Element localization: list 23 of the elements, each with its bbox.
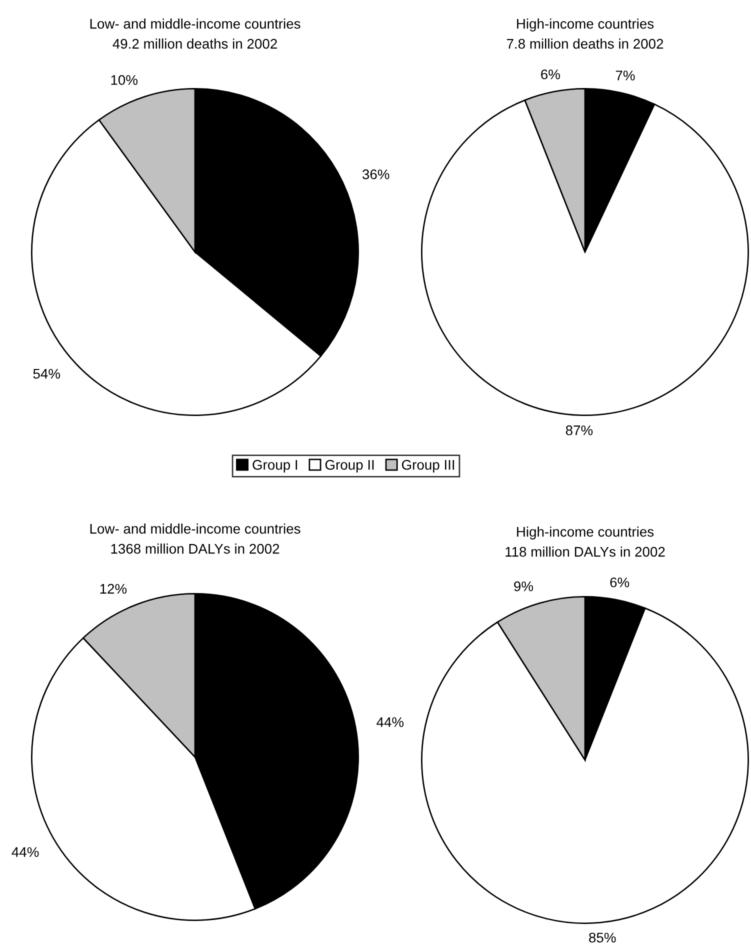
chart-title: Low- and middle-income countries [90, 18, 300, 29]
data-label: 44% [376, 717, 404, 728]
chart-title: Low- and middle-income countries [90, 524, 300, 534]
legend-label: Group I [252, 460, 298, 473]
data-label: 54% [33, 368, 60, 379]
chart-subtitle: 7.8 million deaths in 2002 [506, 38, 664, 49]
data-label: 10% [111, 75, 138, 85]
data-label: 7% [616, 70, 635, 80]
data-label: 85% [589, 932, 616, 943]
chart-subtitle: 49.2 million deaths in 2002 [112, 38, 277, 49]
data-label: 9% [514, 581, 534, 592]
data-label: 6% [610, 577, 630, 588]
data-label: 12% [100, 584, 127, 594]
chart-title: High-income countries [517, 526, 654, 540]
legend-label: Group II [325, 460, 374, 473]
data-label: 44% [12, 847, 39, 857]
chart-title: High-income countries [517, 18, 654, 32]
data-label: 6% [541, 69, 560, 80]
legend-label: Group III [402, 460, 454, 473]
chart-subtitle: 1368 million DALYs in 2002 [111, 544, 280, 554]
data-label: 36% [362, 169, 390, 180]
chart-subtitle: 118 million DALYs in 2002 [506, 546, 665, 557]
data-label: 87% [566, 425, 593, 436]
